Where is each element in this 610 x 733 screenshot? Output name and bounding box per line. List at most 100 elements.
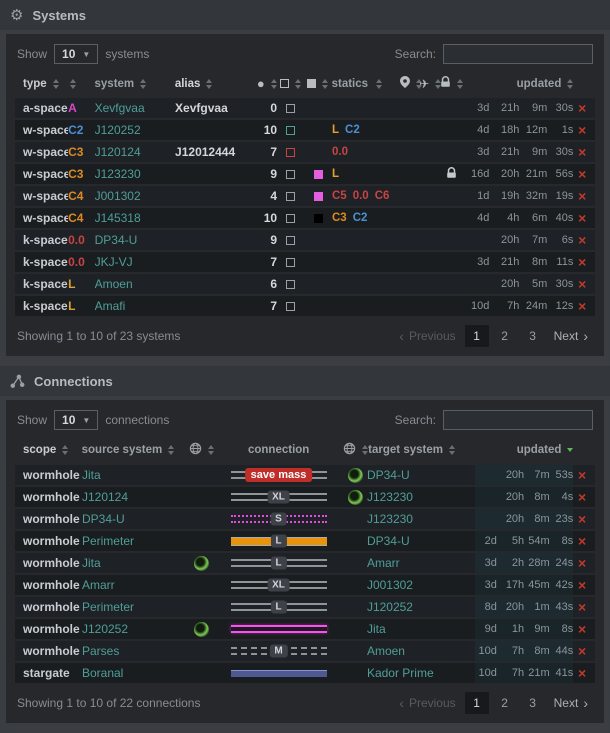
page-size-select[interactable]: 10 ▼	[54, 410, 99, 430]
system-link[interactable]: JKJ-VJ	[95, 252, 175, 272]
delete-button[interactable]: ×	[578, 254, 587, 270]
column-header-sq[interactable]	[277, 78, 304, 89]
page-button-1[interactable]: 1	[464, 692, 489, 714]
delete-button[interactable]: ×	[578, 276, 587, 292]
delete-button[interactable]: ×	[578, 621, 587, 637]
delete-button[interactable]: ×	[578, 511, 587, 527]
column-header-alias[interactable]: alias	[175, 78, 251, 90]
target-system-link[interactable]: DP34-U	[367, 531, 475, 551]
delete-button[interactable]: ×	[578, 467, 587, 483]
source-system-link[interactable]: Jita	[82, 465, 190, 485]
delete-button[interactable]: ×	[578, 555, 587, 571]
system-link[interactable]: Amoen	[95, 274, 175, 294]
page-size-select[interactable]: 10 ▼	[54, 44, 99, 64]
column-header-lock[interactable]	[440, 76, 464, 91]
system-link[interactable]: Amafi	[95, 296, 175, 316]
status-square-icon[interactable]	[286, 191, 296, 201]
source-system-link[interactable]: Parses	[82, 641, 190, 661]
column-header-pin[interactable]	[400, 76, 423, 91]
target-system-link[interactable]: Jita	[367, 619, 475, 639]
column-header-type[interactable]: type	[19, 78, 68, 90]
column-header-globe2[interactable]	[343, 442, 369, 458]
column-header-sec[interactable]	[68, 78, 94, 89]
connection-scope-label: wormhole	[23, 534, 80, 548]
connections-search-input[interactable]	[443, 410, 593, 430]
delete-button[interactable]: ×	[578, 232, 587, 248]
target-system-link-label: Jita	[366, 622, 386, 636]
column-header-globe1[interactable]	[189, 442, 215, 458]
flag-square-icon[interactable]	[313, 213, 323, 223]
status-square-icon[interactable]	[286, 147, 296, 157]
system-row: w-space C3 J120124 J12012444 7 0.0 3d 21h 9m 30s ×	[15, 142, 595, 162]
source-system-link[interactable]: Perimeter	[82, 531, 190, 551]
delete-button[interactable]: ×	[578, 188, 587, 204]
page-button-2[interactable]: 2	[501, 329, 508, 343]
status-square-icon[interactable]	[286, 279, 296, 289]
source-system-link[interactable]: J120252	[82, 619, 190, 639]
delete-button[interactable]: ×	[578, 489, 587, 505]
status-square-icon[interactable]	[286, 235, 296, 245]
system-link[interactable]: Xevfgvaa	[95, 98, 175, 118]
delete-button[interactable]: ×	[578, 643, 587, 659]
previous-page-button[interactable]: ‹ Previous	[394, 695, 460, 711]
delete-button[interactable]: ×	[578, 298, 587, 314]
system-statics	[332, 98, 403, 118]
source-system-link[interactable]: DP34-U	[82, 509, 190, 529]
page-button-2[interactable]: 2	[501, 696, 508, 710]
next-page-button[interactable]: Next ›	[549, 695, 593, 711]
status-square-icon[interactable]	[286, 213, 296, 223]
page-button-3[interactable]: 3	[529, 696, 536, 710]
page-button-1[interactable]: 1	[464, 325, 489, 347]
source-system-link[interactable]: Perimeter	[82, 597, 190, 617]
delete-button[interactable]: ×	[578, 210, 587, 226]
column-header-updated[interactable]: updated	[464, 78, 574, 90]
source-system-link[interactable]: Jita	[82, 553, 190, 573]
column-header-plane[interactable]: ✈	[419, 78, 442, 90]
delete-button[interactable]: ×	[578, 665, 587, 681]
source-system-link[interactable]: J120124	[82, 487, 190, 507]
system-link[interactable]: J001302	[95, 186, 175, 206]
target-system-link[interactable]: J120252	[367, 597, 475, 617]
source-system-link[interactable]: Amarr	[82, 575, 190, 595]
system-link[interactable]: J145318	[95, 208, 175, 228]
status-square-icon[interactable]	[286, 169, 296, 179]
page-button-3[interactable]: 3	[529, 329, 536, 343]
target-system-link[interactable]: Amarr	[367, 553, 475, 573]
delete-button[interactable]: ×	[578, 577, 587, 593]
status-square-icon[interactable]	[286, 103, 296, 113]
delete-button[interactable]: ×	[578, 144, 587, 160]
target-system-link[interactable]: J001302	[367, 575, 475, 595]
column-header-target[interactable]: target system	[368, 444, 476, 456]
delete-button[interactable]: ×	[578, 122, 587, 138]
target-system-link[interactable]: Kador Prime	[367, 663, 475, 683]
system-link[interactable]: J120252	[95, 120, 175, 140]
column-header-scope[interactable]: scope	[19, 444, 82, 456]
target-system-link[interactable]: J123230	[367, 487, 475, 507]
delete-button[interactable]: ×	[578, 100, 587, 116]
flag-square-icon[interactable]	[313, 191, 323, 201]
status-square-icon[interactable]	[286, 301, 296, 311]
previous-page-button[interactable]: ‹ Previous	[394, 328, 460, 344]
system-link[interactable]: J120124	[95, 142, 175, 162]
status-square-icon[interactable]	[286, 125, 296, 135]
target-system-link[interactable]: Amoen	[367, 641, 475, 661]
column-header-count[interactable]: ●	[251, 77, 277, 90]
systems-search-input[interactable]	[443, 44, 593, 64]
column-header-system[interactable]: system	[95, 78, 175, 90]
column-header-fsq[interactable]	[304, 78, 331, 89]
next-page-button[interactable]: Next ›	[549, 328, 593, 344]
system-link[interactable]: J123230	[95, 164, 175, 184]
source-system-link[interactable]: Boranal	[82, 663, 190, 683]
delete-button[interactable]: ×	[578, 599, 587, 615]
system-link[interactable]: DP34-U	[95, 230, 175, 250]
status-square-icon[interactable]	[286, 257, 296, 267]
column-header-source[interactable]: source system	[82, 444, 190, 456]
delete-button[interactable]: ×	[578, 533, 587, 549]
column-header-updated[interactable]: updated	[476, 444, 574, 456]
delete-button[interactable]: ×	[578, 166, 587, 182]
target-system-link[interactable]: DP34-U	[367, 465, 475, 485]
target-system-link[interactable]: J123230	[367, 509, 475, 529]
time-segment: 3d	[484, 579, 497, 591]
column-header-statics[interactable]: statics	[332, 78, 403, 90]
flag-square-icon[interactable]	[313, 169, 323, 179]
